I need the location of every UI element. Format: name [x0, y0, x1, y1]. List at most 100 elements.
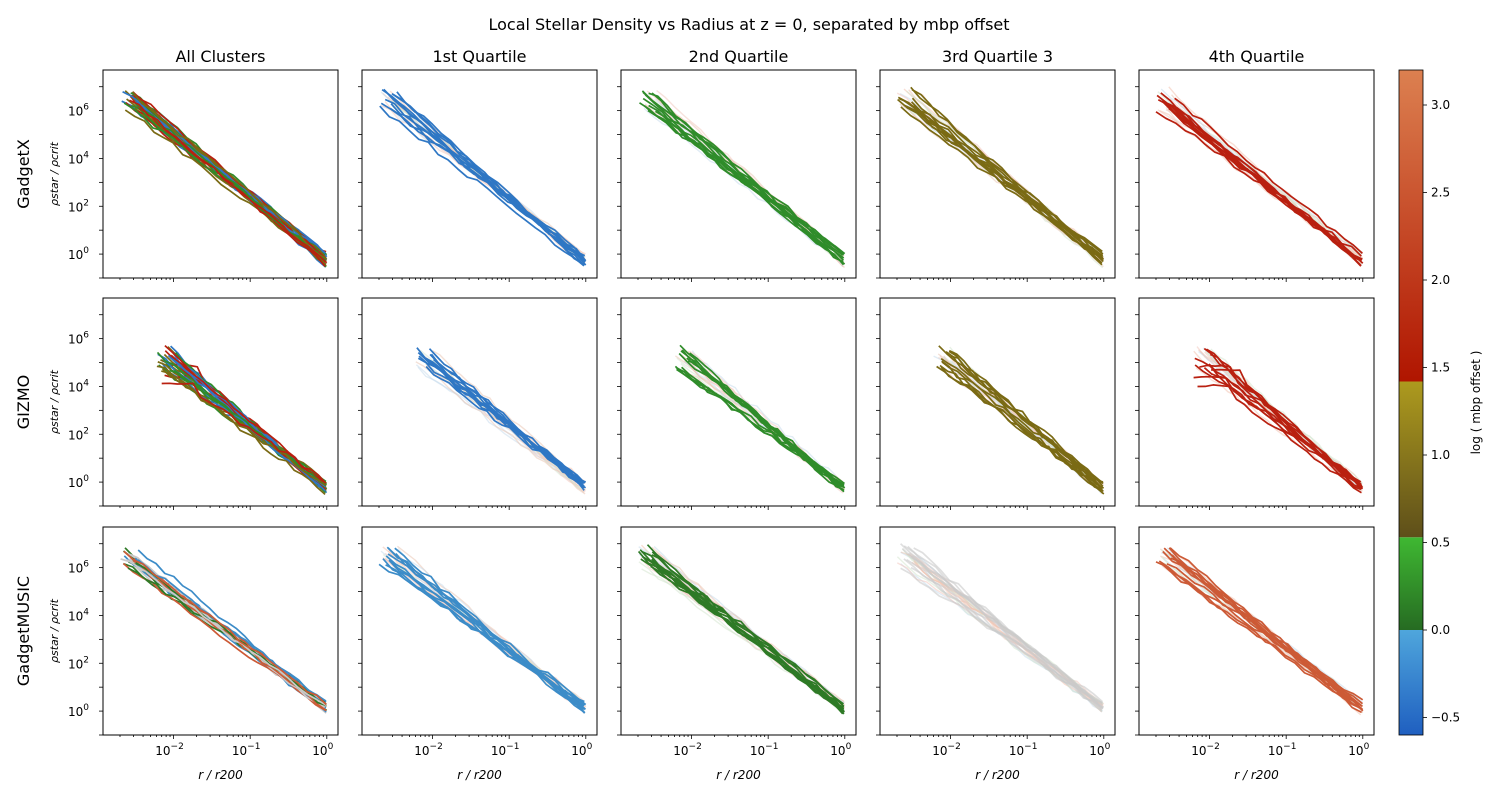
profile-line [1168, 108, 1362, 261]
x-axis-label: r / r200 [1234, 768, 1279, 782]
profile-line [173, 369, 328, 486]
axes-frame [361, 297, 598, 507]
series-lines [1155, 547, 1364, 716]
y-tick-label: 100 [68, 246, 89, 262]
x-tick-exponent: 0 [1364, 742, 1370, 752]
profile-line [123, 550, 327, 706]
profile-line [651, 92, 845, 265]
y-tick-label: 100 [68, 474, 89, 490]
series-lines [933, 345, 1105, 495]
profile-line [911, 97, 1103, 253]
profile-line [681, 366, 845, 486]
background-profile-line [415, 361, 586, 495]
series-lines [156, 344, 328, 496]
colorbar-tick-label: 3.0 [1431, 98, 1450, 112]
axes-frame [620, 297, 857, 507]
x-tick-exponent: 0 [1105, 742, 1111, 752]
row-label-gadgetmusic: GadgetMUSIC [14, 576, 33, 686]
profile-line [129, 99, 328, 264]
profile-line [161, 368, 326, 496]
panel-gizmo-4th-quartile [1135, 297, 1375, 510]
x-tick-exponent: −1 [765, 742, 778, 752]
y-tick-exponent: 4 [83, 150, 89, 160]
x-tick-label: 10−2 [932, 742, 961, 758]
profile-line [379, 105, 585, 267]
colorbar-tick-label: 1.5 [1431, 361, 1450, 375]
profile-line [416, 347, 585, 488]
axes-frame [879, 526, 1116, 736]
axes-frame [102, 69, 339, 279]
panel-gizmo-all-clusters: 100 102 104 106 ρstar / ρcrit GIZMO [14, 297, 339, 510]
axes-frame [1138, 526, 1375, 736]
panel-gadgetmusic-all-clusters: 10−2 10−1 100 r / r200 100 102 104 106 ρstar / ρ… [14, 526, 339, 782]
axes-frame [361, 526, 598, 736]
x-tick-label: 10−1 [491, 742, 520, 758]
axes-frame [620, 69, 857, 279]
profile-line [941, 361, 1104, 492]
profile-line [900, 106, 1103, 260]
series-lines [378, 545, 587, 714]
x-tick-exponent: −1 [1283, 742, 1296, 752]
axes-frame [620, 526, 857, 736]
x-tick-label: 100 [1089, 742, 1110, 758]
x-tick-label: 10−1 [1268, 742, 1297, 758]
panel-gizmo-2nd-quartile [617, 297, 857, 510]
x-tick-exponent: 0 [328, 742, 334, 752]
y-tick-label: 106 [68, 331, 89, 347]
x-axis-label: r / r200 [198, 768, 243, 782]
profile-line [137, 559, 327, 702]
profile-line [1197, 384, 1362, 494]
y-tick-exponent: 4 [83, 378, 89, 388]
profile-line [640, 558, 845, 709]
column-title-1st-quartile: 1st Quartile [433, 47, 527, 66]
profile-line [385, 555, 586, 706]
axes-frame [102, 526, 339, 736]
row-label-gizmo: GIZMO [14, 375, 33, 429]
y-tick-label: 104 [68, 607, 89, 623]
x-tick-exponent: −2 [171, 742, 184, 752]
series-lines [120, 547, 328, 714]
profile-line [903, 545, 1104, 706]
axes-frame [102, 297, 339, 507]
y-tick-exponent: 6 [83, 560, 89, 570]
x-tick-exponent: −1 [506, 742, 519, 752]
x-tick-label: 100 [830, 742, 851, 758]
series-lines [1193, 346, 1364, 494]
column-title-all-clusters: All Clusters [175, 47, 265, 66]
x-tick-label: 10−2 [155, 742, 184, 758]
panel-gadgetmusic-1st-quartile: 10−2 10−1 100 r / r200 [358, 526, 598, 782]
panel-grid: 100 102 104 106 ρstar / ρcrit GadgetX All Clus… [14, 47, 1375, 782]
series-lines [379, 88, 587, 267]
colorbar-frame [1398, 69, 1424, 736]
y-tick-exponent: 2 [83, 655, 89, 665]
colorbar-label: log ( mbp offset ) [1469, 351, 1483, 455]
axes-frame [1138, 297, 1375, 507]
profile-line [651, 554, 845, 708]
figure-title: Local Stellar Density vs Radius at z = 0… [488, 15, 1009, 34]
profile-line [1174, 97, 1363, 255]
panel-gadgetx-1st-quartile: 1st Quartile [358, 47, 598, 282]
row-label-gadgetx: GadgetX [14, 139, 33, 209]
x-tick-label: 10−1 [750, 742, 779, 758]
series-lines [415, 347, 587, 495]
panel-gizmo-3rd-quartile-3 [876, 297, 1116, 510]
profile-line [161, 382, 327, 484]
profile-line [641, 90, 845, 255]
y-tick-exponent: 6 [83, 103, 89, 113]
x-tick-exponent: −2 [948, 742, 961, 752]
colorbar-tick-label: 2.5 [1431, 186, 1450, 200]
profile-line [417, 351, 585, 488]
x-axis-label: r / r200 [457, 768, 502, 782]
profile-line [131, 91, 327, 260]
series-lines [896, 543, 1105, 713]
y-tick-label: 102 [68, 426, 89, 442]
x-tick-label: 10−2 [673, 742, 702, 758]
profile-line [126, 558, 328, 707]
y-tick-exponent: 0 [83, 246, 89, 256]
panel-gadgetx-2nd-quartile: 2nd Quartile [617, 47, 857, 282]
profile-line [1203, 347, 1364, 490]
panel-gadgetx-all-clusters: 100 102 104 106 ρstar / ρcrit GadgetX All Clus… [14, 47, 339, 282]
x-tick-label: 100 [1348, 742, 1369, 758]
profile-line [910, 566, 1103, 711]
x-axis-label: r / r200 [716, 768, 761, 782]
